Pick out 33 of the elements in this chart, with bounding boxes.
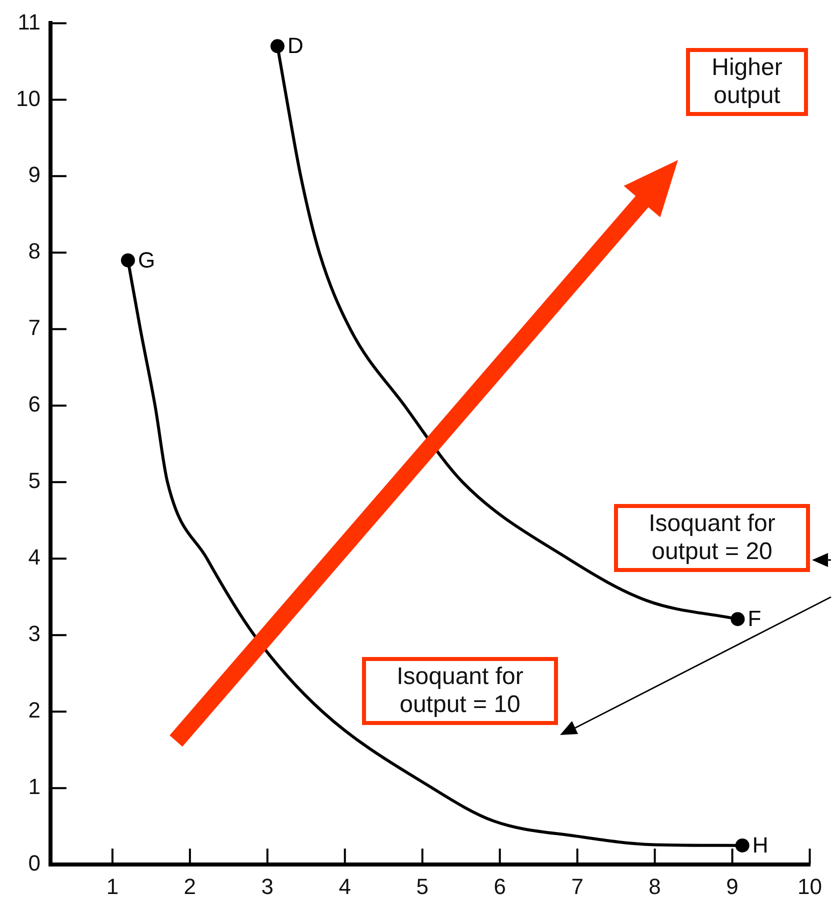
y-tick-label: 0 <box>28 850 40 876</box>
annotation: F <box>748 606 762 632</box>
annotation: Isoquant for output = 10 <box>362 657 558 725</box>
y-tick-label: 1 <box>28 774 40 800</box>
point <box>270 39 284 54</box>
y-tick-label: 7 <box>28 315 40 340</box>
x-tick-label: 3 <box>261 874 274 899</box>
x-tick-label: 10 <box>798 874 822 899</box>
x-tick-label: 9 <box>726 874 738 899</box>
point <box>120 253 135 268</box>
y-tick-label: 8 <box>28 238 40 264</box>
y-tick-label: 4 <box>28 544 40 570</box>
x-tick-label: 6 <box>494 874 506 899</box>
x-tick-label: 5 <box>416 874 428 899</box>
x-tick-label: 2 <box>184 874 196 899</box>
y-tick-label: 5 <box>28 468 40 494</box>
x-tick-label: 7 <box>571 874 584 899</box>
annotation: D <box>287 33 304 58</box>
point <box>735 838 750 852</box>
y-tick-label: 11 <box>18 9 40 34</box>
annotation: Higher output <box>686 48 808 116</box>
y-tick-label: 3 <box>28 621 40 646</box>
annotation: G <box>138 247 156 272</box>
x-tick-label: 8 <box>648 874 661 899</box>
y-tick-label: 9 <box>28 162 40 188</box>
y-tick-label: 2 <box>28 698 40 723</box>
x-tick-label: 4 <box>338 874 352 899</box>
y-tick-label: 10 <box>16 86 40 111</box>
annotation: Isoquant for output = 20 <box>614 504 810 572</box>
annotation: H <box>752 832 768 858</box>
y-tick-label: 6 <box>28 392 40 417</box>
point <box>730 612 745 626</box>
x-tick-label: 1 <box>106 874 119 899</box>
